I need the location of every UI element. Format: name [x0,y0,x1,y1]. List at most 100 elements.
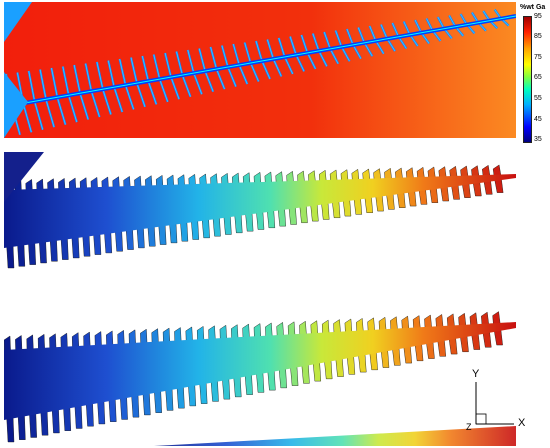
dendrite-arm [130,57,138,84]
dendrite-arm [182,75,191,97]
dendrite-arm [414,19,422,33]
corner-dendrite [4,152,44,202]
dendrite-arm [380,24,388,39]
dendrite-arm [357,27,365,43]
dendrite-arm [187,49,195,74]
colorbar-label: 85 [534,33,542,40]
dendrite-3d-render-1 [4,152,516,269]
dendrite-arm [148,81,157,105]
dendrite-arm [278,37,286,58]
dendrite-arm [136,83,146,108]
dendrite-arm [176,51,183,76]
dendrite-arm [227,67,237,87]
neighbor-dendrite [154,426,516,446]
z-axis-label: Z [466,422,472,432]
dendrite-arm [210,46,217,70]
dendrite-arms [4,8,510,136]
colorbar-label: 95 [534,13,542,20]
dendrite-arm [68,95,78,123]
dendrite-arm [28,70,36,102]
colorbar-title: %wt Ga [520,4,546,11]
dendrite-arm [159,79,169,102]
dendrite-arm [250,62,259,82]
dendrite-arm [125,85,134,110]
colorbar-label: 35 [534,136,542,143]
colorbar-label: 45 [534,116,542,123]
corner-dendrite-bottom [4,72,28,138]
dendrite-arm [51,67,58,98]
dendrite-arm [352,44,362,59]
dendrite-arm [335,30,342,47]
dendrite-arm [85,63,92,92]
x-axis-label: X [518,417,526,429]
dendrite-arm [261,60,271,80]
dendrite-arm [295,54,305,72]
dendrite-arm [193,73,203,95]
dendrite-arm [91,91,100,118]
dendrite-arm [267,39,274,60]
dendrite-arm [96,61,104,90]
dendrite-arm [119,58,126,86]
dendrite-arm [318,50,328,67]
colorbar-ramp [523,16,532,143]
dendrite-arm [363,42,373,57]
dendrite-arm [403,21,411,35]
dendrite-arm [460,13,467,25]
dendrite-arm [471,12,479,23]
y-axis-label: Y [472,368,480,380]
dendrite-arm [312,33,320,51]
dendrite-arm [375,40,384,54]
dendrite-body [4,322,516,420]
dendrite-arm [216,69,225,90]
dendrite-arm [284,56,294,75]
dendrite-arm [289,36,297,55]
colorbar: %wt Ga 95 85 75 65 55 45 35 [518,2,550,143]
melt-background [4,2,516,138]
colorbar-label: 55 [534,95,542,102]
dendrite-arm [273,58,282,77]
dendrite-arm [34,101,44,130]
dendrite-arm [57,97,66,125]
dendrite-arm [323,31,331,49]
dendrite-arm [164,52,172,78]
dendrite-arm [73,64,81,94]
composition-map [4,2,516,138]
dendrite-body [4,174,516,248]
dendrite-arm [107,60,115,88]
composition-map-panel [4,2,516,138]
dendrite-3d-view-1 [4,152,516,292]
dendrite-arm [329,48,339,64]
dendrite-arm [392,22,399,37]
dendrite-arm [62,66,70,96]
colorbar-label: 75 [534,54,542,61]
dendrite-arm [301,34,308,53]
dendrite-arm [142,55,149,82]
dendrite-arm [102,89,112,115]
dendrite-arm [369,25,376,41]
dendrite-arm [341,46,350,62]
dendrite-arm [244,42,251,64]
dendrite-arm [170,77,180,100]
dendrite-arm [23,103,32,133]
dendrite-arm [346,28,354,45]
dendrite-arm [307,52,316,70]
dendrite-arm [45,99,55,128]
dendrite-arm [482,10,490,21]
axis-triad: Y X Z [462,366,532,436]
dendrite-arm [255,40,263,62]
dendrite-arm [448,15,456,27]
dendrite-arm [238,64,248,85]
dendrite-3d-view-2 [4,300,516,446]
dendrite-arm [113,87,123,113]
dendrite-arm [198,48,206,72]
dendrite-arm [39,69,47,100]
dendrite-arm [221,45,229,68]
dendrite-arm [437,16,445,29]
dendrite-arm [153,54,161,80]
dendrite-arm [79,93,89,120]
dendrite-trunk-edge [7,15,516,107]
dendrite-3d-render-2 [4,311,516,446]
dendrite-arm [426,18,433,31]
dendrite-arm [204,71,214,92]
colorbar-label: 65 [534,74,542,81]
